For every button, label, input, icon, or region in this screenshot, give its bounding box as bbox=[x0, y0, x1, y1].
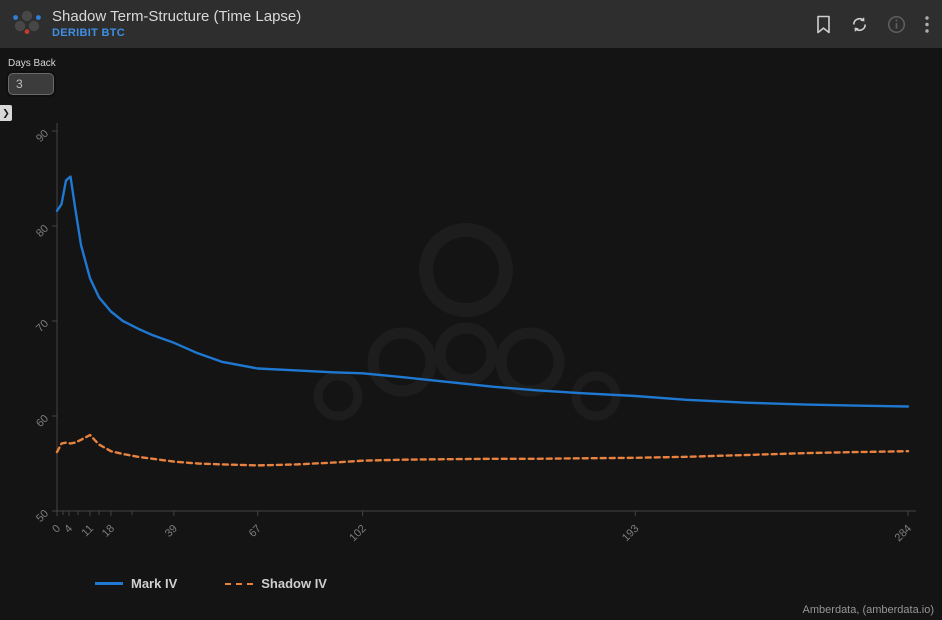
kebab-menu-icon[interactable] bbox=[924, 15, 930, 34]
days-back-label: Days Back bbox=[8, 58, 56, 69]
x-tick-label: 4 bbox=[62, 523, 75, 536]
x-tick-label: 193 bbox=[620, 523, 641, 544]
widget-header: Shadow Term-Structure (Time Lapse) DERIB… bbox=[0, 0, 942, 48]
y-tick-label: 90 bbox=[34, 128, 51, 145]
legend-item-shadow-iv[interactable]: Shadow IV bbox=[225, 576, 327, 591]
chart-legend: Mark IV Shadow IV bbox=[95, 576, 327, 591]
chart-controls: Days Back bbox=[8, 58, 56, 95]
days-back-input[interactable] bbox=[8, 73, 54, 95]
legend-label-mark-iv: Mark IV bbox=[131, 576, 178, 591]
x-tick-label: 284 bbox=[893, 523, 914, 544]
y-tick-label: 50 bbox=[34, 508, 51, 525]
watermark-logo-icon bbox=[313, 223, 621, 421]
widget-title: Shadow Term-Structure (Time Lapse) bbox=[52, 8, 302, 26]
widget-subtitle: DERIBIT BTC bbox=[52, 27, 125, 40]
x-tick-label: 18 bbox=[100, 523, 117, 540]
header-titles: Shadow Term-Structure (Time Lapse) DERIB… bbox=[52, 8, 301, 40]
legend-label-shadow-iv: Shadow IV bbox=[261, 576, 327, 591]
x-tick-label: 11 bbox=[80, 523, 97, 540]
amberdata-logo-icon bbox=[12, 8, 42, 40]
info-icon[interactable] bbox=[887, 15, 906, 34]
y-tick-label: 80 bbox=[34, 223, 51, 240]
series-line-shadow-iv bbox=[55, 433, 910, 467]
x-tick-label: 0 bbox=[50, 523, 63, 536]
chart-area: 50 60 70 80 90 0 4 11 18 39 67 102 193 284 bbox=[0, 118, 942, 568]
bookmark-icon[interactable] bbox=[815, 15, 832, 34]
x-tick-label: 102 bbox=[347, 523, 368, 544]
chart-svg[interactable]: 50 60 70 80 90 0 4 11 18 39 67 102 193 284 bbox=[0, 118, 942, 568]
series-line-mark-iv bbox=[55, 175, 910, 408]
shadow-iv-line-sample bbox=[225, 582, 254, 585]
panel-toggle-button[interactable]: ❯ bbox=[0, 105, 12, 121]
mark-iv-line-sample bbox=[95, 582, 123, 585]
header-toolbar bbox=[815, 15, 930, 34]
legend-item-mark-iv[interactable]: Mark IV bbox=[95, 576, 177, 591]
refresh-icon[interactable] bbox=[850, 15, 869, 34]
y-tick-label: 70 bbox=[34, 318, 51, 335]
x-tick-label: 39 bbox=[163, 523, 180, 540]
y-tick-label: 60 bbox=[34, 413, 51, 430]
x-tick-label: 67 bbox=[247, 523, 264, 540]
attribution-text: Amberdata, (amberdata.io) bbox=[802, 604, 934, 616]
